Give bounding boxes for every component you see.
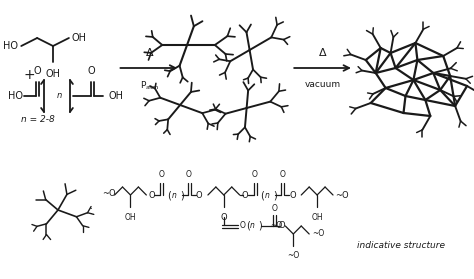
Text: ~O: ~O	[287, 251, 300, 260]
Text: Δ: Δ	[146, 48, 153, 58]
Text: OH: OH	[46, 69, 61, 79]
Text: O: O	[148, 191, 155, 199]
Text: ~O: ~O	[335, 191, 348, 199]
Text: O: O	[220, 213, 227, 222]
Text: ): )	[180, 190, 184, 200]
Text: :: :	[89, 203, 93, 217]
Text: n: n	[250, 222, 255, 230]
Text: O: O	[278, 222, 285, 230]
Text: HO: HO	[3, 41, 18, 51]
Text: O: O	[186, 170, 192, 179]
Text: O: O	[289, 191, 296, 199]
Text: n: n	[56, 92, 62, 100]
Text: O: O	[88, 66, 96, 76]
Text: OH: OH	[72, 33, 87, 43]
Text: n: n	[265, 191, 270, 199]
Text: HO: HO	[9, 91, 23, 101]
Text: vacuum: vacuum	[305, 80, 341, 89]
Text: +: +	[23, 68, 35, 82]
Text: indicative structure: indicative structure	[356, 240, 445, 249]
Text: ~O: ~O	[270, 222, 283, 230]
Text: ): )	[273, 190, 277, 200]
Text: O: O	[242, 191, 248, 199]
Text: O: O	[240, 222, 246, 230]
Text: O: O	[158, 170, 164, 179]
Text: O: O	[280, 170, 285, 179]
Text: O: O	[196, 191, 202, 199]
Text: OH: OH	[311, 213, 323, 222]
Text: OH: OH	[109, 91, 124, 101]
Text: ~O: ~O	[101, 189, 115, 198]
Text: ~O: ~O	[312, 230, 324, 239]
Text: n: n	[172, 191, 177, 199]
Text: (: (	[261, 190, 264, 200]
Text: Δ: Δ	[319, 48, 327, 58]
Text: O: O	[33, 66, 41, 76]
Text: O: O	[252, 170, 257, 179]
Text: (: (	[167, 190, 171, 200]
Text: ): )	[258, 221, 262, 231]
Text: n = 2-8: n = 2-8	[21, 116, 55, 124]
Text: P$_\mathrm{atm}$: P$_\mathrm{atm}$	[139, 80, 159, 93]
Text: OH: OH	[125, 213, 137, 222]
Text: (: (	[246, 221, 249, 231]
Text: O: O	[272, 204, 277, 213]
